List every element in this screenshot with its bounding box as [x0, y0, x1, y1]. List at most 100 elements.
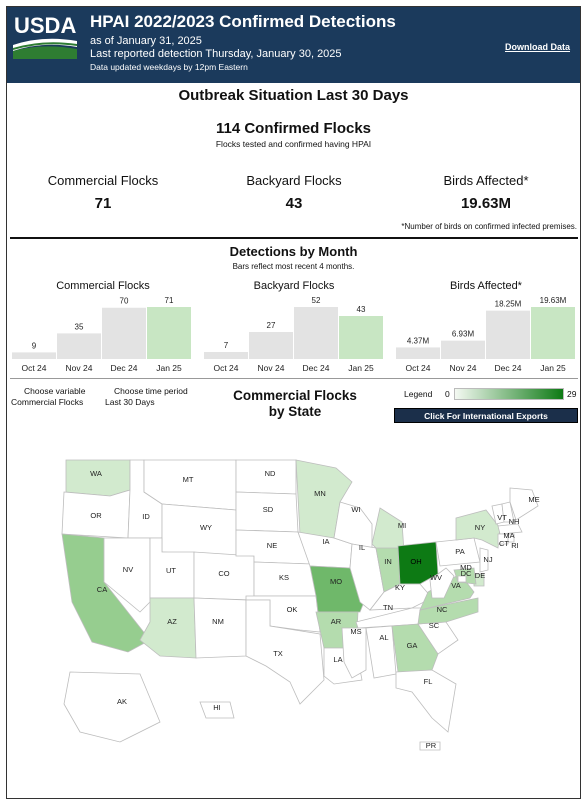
- state-label-oh: OH: [410, 557, 421, 566]
- bar-category-label: Oct 24: [405, 363, 430, 373]
- state-oh[interactable]: [397, 541, 439, 585]
- state-label-az: AZ: [167, 617, 177, 626]
- birds-footnote: *Number of birds on confirmed infected p…: [401, 222, 577, 231]
- us-state-map[interactable]: WA OR CA ID NV MT WY UT AZ CO NM ND SD NE KS OK TX MN IA MO…: [0, 452, 587, 792]
- bar-1-3[interactable]: [339, 316, 383, 359]
- bar-category-label: Dec 24: [495, 363, 522, 373]
- bar-value-label: 6.93M: [452, 330, 475, 339]
- state-ma[interactable]: [497, 523, 523, 535]
- state-label-ar: AR: [331, 617, 342, 626]
- state-label-ks: KS: [279, 573, 289, 582]
- state-label-id: ID: [142, 512, 150, 521]
- state-label-nc: NC: [437, 605, 448, 614]
- bar-value-label: 70: [120, 297, 129, 306]
- state-label-or: OR: [90, 511, 102, 520]
- state-label-hi: HI: [213, 703, 221, 712]
- bar-category-label: Jan 25: [348, 363, 374, 373]
- state-label-ky: KY: [395, 583, 405, 592]
- bar-category-label: Oct 24: [213, 363, 238, 373]
- state-ms[interactable]: [341, 627, 367, 679]
- bar-2-2[interactable]: [486, 310, 530, 359]
- bar-category-label: Nov 24: [66, 363, 93, 373]
- state-pr[interactable]: [419, 741, 441, 751]
- state-label-wv: WV: [430, 573, 442, 582]
- bar-2-3[interactable]: [531, 307, 575, 359]
- state-label-ga: GA: [407, 641, 418, 650]
- variable-select[interactable]: Commercial Flocks: [11, 397, 84, 407]
- state-nv[interactable]: [103, 537, 151, 613]
- state-label-la: LA: [333, 655, 342, 664]
- map-title-line1: Commercial Flocks: [233, 388, 357, 403]
- kpi-commercial-label: Commercial Flocks: [47, 173, 159, 188]
- legend-gradient: [454, 388, 564, 400]
- state-nh[interactable]: [501, 501, 515, 523]
- state-label-pa: PA: [455, 547, 464, 556]
- kpi-commercial-value: 71: [94, 195, 112, 212]
- legend-min: 0: [445, 389, 450, 399]
- state-wa[interactable]: [65, 459, 131, 497]
- state-label-ia: IA: [322, 537, 329, 546]
- state-label-wa: WA: [90, 469, 102, 478]
- state-tx[interactable]: [245, 599, 325, 705]
- period-label: Choose time period: [114, 386, 188, 396]
- state-wv[interactable]: [429, 567, 455, 599]
- state-nj[interactable]: [479, 547, 489, 573]
- state-label-ri: RI: [511, 541, 519, 550]
- bar-0-1[interactable]: [57, 333, 101, 359]
- kpi-backyard-value: 43: [285, 195, 303, 212]
- bar-1-1[interactable]: [249, 332, 293, 359]
- bar-1-2[interactable]: [294, 307, 338, 359]
- bar-0-0[interactable]: [12, 352, 56, 359]
- state-ri[interactable]: [507, 533, 515, 543]
- state-label-nh: NH: [509, 517, 520, 526]
- state-label-wy: WY: [200, 523, 212, 532]
- monthly-bar-charts: 9 Oct 24 35 Nov 24 70 Dec 24 71 Jan 25 7 Oct 24 27…: [12, 296, 575, 373]
- state-fl[interactable]: [395, 669, 457, 733]
- bar-2-1[interactable]: [441, 340, 485, 359]
- state-label-mo: MO: [330, 577, 342, 586]
- state-nc[interactable]: [417, 597, 479, 625]
- international-exports-button[interactable]: Click For International Exports: [394, 408, 578, 423]
- period-select[interactable]: Last 30 Days: [105, 397, 155, 407]
- state-label-il: IL: [359, 543, 365, 552]
- usda-logo: USDA: [13, 11, 77, 59]
- state-label-nd: ND: [265, 469, 276, 478]
- state-hi[interactable]: [199, 701, 235, 719]
- state-label-mi: MI: [398, 521, 406, 530]
- bar-category-label: Dec 24: [303, 363, 330, 373]
- update-note: Data updated weekdays by 12pm Eastern: [90, 62, 248, 72]
- state-label-wi: WI: [351, 505, 360, 514]
- state-label-me: ME: [528, 495, 539, 504]
- legend-max: 29: [567, 389, 577, 399]
- state-ct[interactable]: [497, 533, 509, 545]
- detections-by-month-subtitle: Bars reflect most recent 4 months.: [232, 262, 355, 271]
- state-label-nm: NM: [212, 617, 224, 626]
- state-ga[interactable]: [391, 623, 439, 673]
- state-label-in: IN: [384, 557, 392, 566]
- state-dc[interactable]: [457, 575, 467, 583]
- bar-0-2[interactable]: [102, 307, 146, 359]
- kpi-birds-label: Birds Affected*: [443, 173, 529, 188]
- bar-value-label: 9: [32, 341, 37, 350]
- download-data-link[interactable]: Download Data: [504, 42, 570, 52]
- legend-label: Legend: [404, 389, 433, 399]
- state-label-nj: NJ: [483, 555, 492, 564]
- state-nm[interactable]: [193, 597, 247, 659]
- bar-category-label: Jan 25: [156, 363, 182, 373]
- state-label-ut: UT: [166, 566, 176, 575]
- state-az[interactable]: [139, 597, 197, 659]
- state-ny[interactable]: [455, 509, 501, 549]
- state-me[interactable]: [509, 487, 539, 521]
- bar-value-label: 27: [267, 321, 276, 330]
- bar-1-0[interactable]: [204, 352, 248, 359]
- bar-2-0[interactable]: [396, 347, 440, 359]
- bar-0-3[interactable]: [147, 307, 191, 359]
- state-label-ct: CT: [499, 539, 509, 548]
- bar-value-label: 18.25M: [495, 300, 522, 309]
- state-label-ne: NE: [267, 541, 277, 550]
- state-label-sc: SC: [429, 621, 440, 630]
- state-ak[interactable]: [63, 671, 161, 743]
- section-title: Outbreak Situation Last 30 Days: [178, 87, 409, 104]
- last-reported-date: Last reported detection Thursday, Januar…: [90, 48, 342, 60]
- chart-commercial-title: Commercial Flocks: [56, 280, 150, 292]
